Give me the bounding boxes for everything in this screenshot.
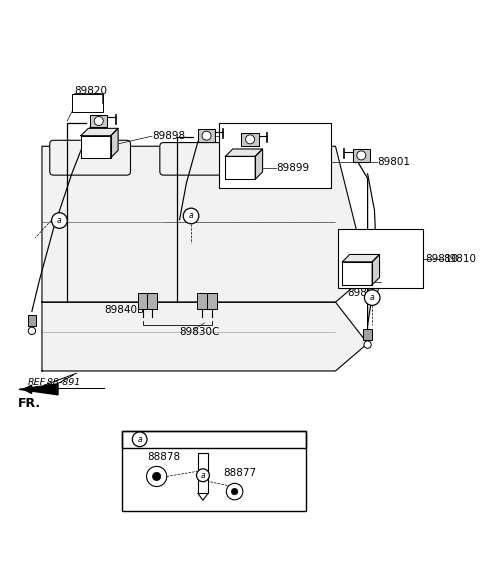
Polygon shape (226, 149, 263, 156)
Bar (72, 94, 103, 112)
FancyBboxPatch shape (160, 142, 243, 175)
Text: a: a (189, 212, 193, 220)
Circle shape (94, 117, 103, 125)
Text: 89897: 89897 (347, 288, 380, 298)
Bar (218, 123, 331, 188)
Bar (122, 431, 306, 448)
Circle shape (132, 432, 147, 447)
Circle shape (196, 469, 209, 482)
Circle shape (227, 483, 243, 500)
Text: 89820: 89820 (74, 86, 107, 96)
Circle shape (364, 341, 371, 348)
Bar (338, 229, 422, 288)
Polygon shape (111, 128, 118, 158)
Text: 88878: 88878 (147, 452, 180, 462)
FancyBboxPatch shape (50, 140, 131, 175)
Polygon shape (372, 254, 380, 285)
Bar (198, 453, 208, 493)
Text: a: a (137, 435, 142, 444)
Circle shape (202, 131, 211, 140)
Bar (122, 431, 306, 511)
Bar (138, 293, 148, 309)
Circle shape (28, 327, 36, 335)
Text: 89810: 89810 (425, 254, 458, 264)
Polygon shape (42, 146, 368, 302)
Text: 89899: 89899 (276, 163, 309, 173)
Text: 89840B: 89840B (104, 305, 144, 315)
Circle shape (364, 290, 380, 305)
Circle shape (153, 472, 161, 481)
Text: a: a (201, 471, 205, 480)
Polygon shape (226, 156, 255, 179)
Polygon shape (342, 254, 380, 262)
Polygon shape (81, 136, 111, 158)
Bar (352, 149, 370, 162)
Text: 89830C: 89830C (180, 327, 220, 337)
Circle shape (146, 466, 167, 486)
Polygon shape (342, 262, 372, 285)
Bar (363, 329, 372, 340)
Text: 88877: 88877 (223, 468, 256, 478)
Bar (197, 293, 207, 309)
Text: a: a (57, 216, 62, 225)
Text: 89801: 89801 (377, 157, 410, 167)
Text: REF.88-891: REF.88-891 (28, 378, 82, 387)
Circle shape (357, 151, 366, 160)
Polygon shape (255, 149, 263, 179)
Circle shape (183, 208, 199, 224)
Bar (147, 293, 157, 309)
Text: FR.: FR. (18, 397, 41, 410)
Bar (241, 133, 259, 146)
Polygon shape (19, 384, 58, 395)
Bar (206, 293, 216, 309)
Polygon shape (81, 128, 118, 136)
Circle shape (52, 213, 67, 229)
Circle shape (231, 488, 238, 495)
Circle shape (246, 135, 254, 144)
Polygon shape (42, 302, 368, 371)
Text: 89810: 89810 (443, 254, 476, 264)
Text: 89898: 89898 (152, 131, 185, 141)
Text: a: a (370, 293, 374, 302)
Bar (90, 115, 108, 127)
FancyBboxPatch shape (247, 147, 325, 180)
Bar (28, 315, 36, 326)
Bar (198, 130, 215, 142)
